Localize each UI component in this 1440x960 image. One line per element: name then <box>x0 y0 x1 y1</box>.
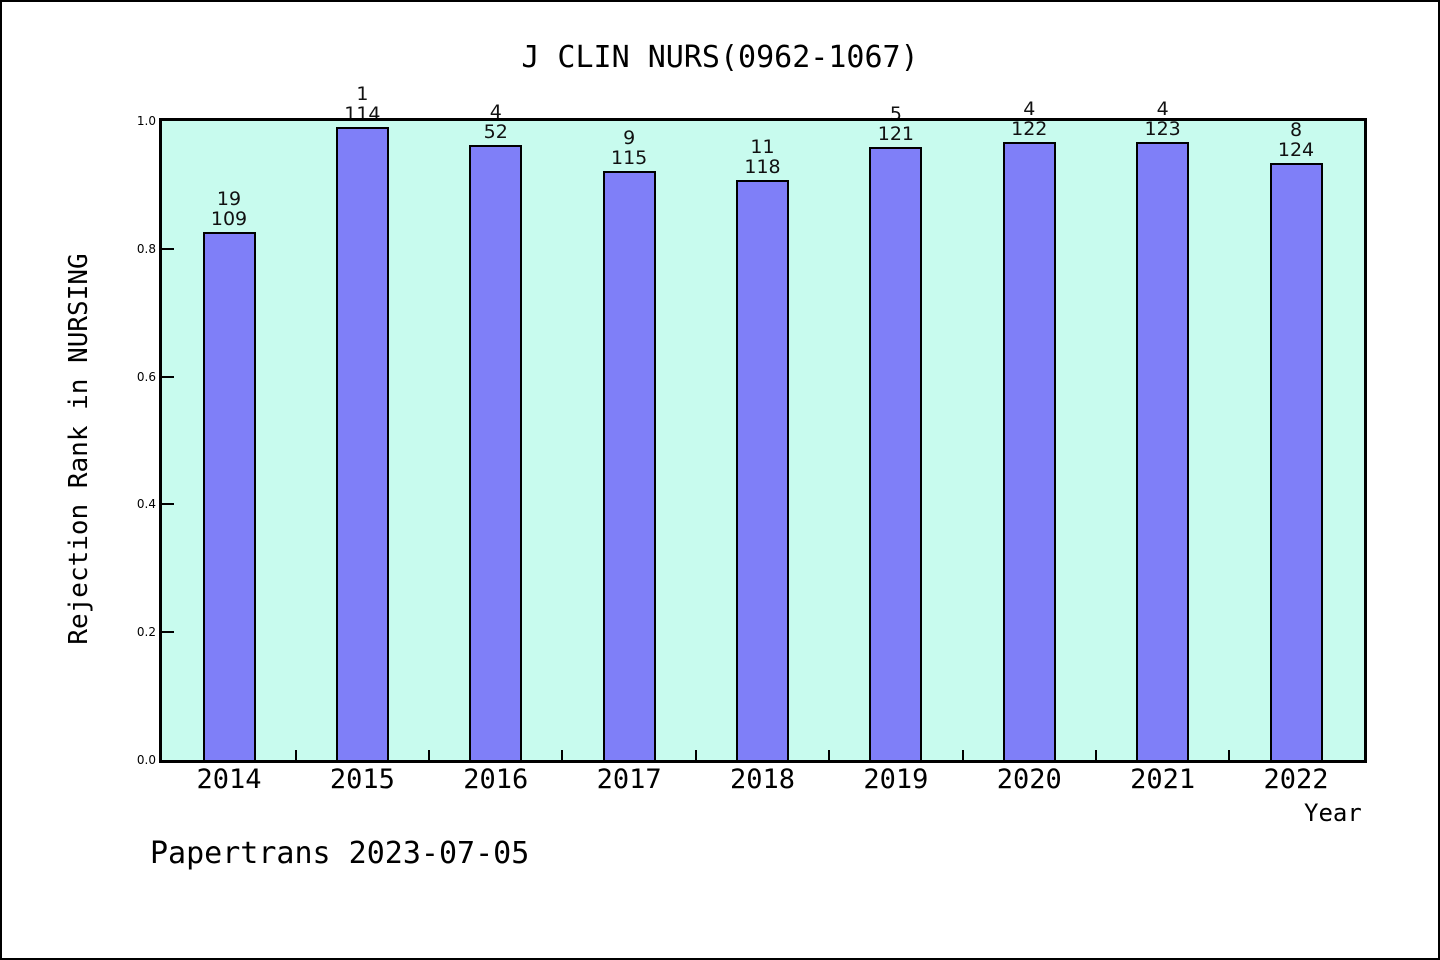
bar-value-label: 19 109 <box>169 189 289 229</box>
bar-label-rank: 9 <box>623 127 636 149</box>
x-tick-label-2017: 2017 <box>596 764 662 795</box>
y-tick-label-0.8: 0.8 <box>136 241 156 256</box>
bar-label-rank: 4 <box>489 101 502 123</box>
bar-label-total: 115 <box>610 147 648 169</box>
bar-2019 <box>869 147 923 760</box>
bar-2014 <box>202 232 256 760</box>
bar-value-label: 4 52 <box>436 102 556 142</box>
x-axis-label: Year <box>1304 799 1362 827</box>
chart-title: J CLIN NURS(0962-1067) <box>521 40 919 75</box>
x-tick-mark <box>694 750 697 760</box>
x-tick-mark <box>561 750 564 760</box>
x-tick-label-2016: 2016 <box>463 764 529 795</box>
x-tick-mark <box>1228 750 1231 760</box>
y-tick-mark <box>162 631 174 634</box>
watermark-caption: Papertrans 2023-07-05 <box>150 836 530 871</box>
bar-label-rank: 1 <box>356 83 369 105</box>
y-tick-mark <box>162 375 174 378</box>
bar-label-total: 123 <box>1144 118 1181 140</box>
y-tick-label-0.2: 0.2 <box>136 625 156 640</box>
bar-label-total: 124 <box>1277 139 1315 161</box>
bar-value-label: 9 115 <box>569 128 689 168</box>
y-tick-label-0.0: 0.0 <box>136 753 156 767</box>
bar-value-label: 1 114 <box>302 84 422 124</box>
bar-2015 <box>335 127 389 760</box>
bar-2018 <box>736 180 789 760</box>
bar-label-rank: 4 <box>1156 98 1169 120</box>
bar-2017 <box>602 171 656 760</box>
x-tick-mark <box>1094 750 1097 760</box>
x-tick-label-2014: 2014 <box>196 764 262 795</box>
bar-value-label: 4 123 <box>1103 99 1223 139</box>
bar-label-total: 122 <box>1011 118 1048 140</box>
bar-2020 <box>1002 142 1056 760</box>
bar-label-total: 118 <box>744 156 781 178</box>
x-tick-label-2019: 2019 <box>863 764 929 795</box>
x-tick-mark <box>961 750 964 760</box>
y-tick-label-1.0: 1.0 <box>136 114 156 128</box>
x-tick-label-2015: 2015 <box>329 764 395 795</box>
bar-label-rank: 19 <box>216 188 242 210</box>
y-axis-label: Rejection Rank in NURSING <box>64 253 94 645</box>
bar-label-total: 114 <box>344 103 381 125</box>
plot-area: 19 109 1 114 4 52 9 115 11 118 5 121 4 122 4 123 8 124 <box>159 84 1367 763</box>
bar-label-total: 52 <box>483 121 508 143</box>
bar-label-total: 121 <box>877 123 914 145</box>
bar-value-label: 8 124 <box>1236 120 1356 160</box>
x-tick-mark <box>294 750 297 760</box>
bar-2022 <box>1269 163 1323 760</box>
y-tick-label-0.4: 0.4 <box>136 497 156 512</box>
bar-value-label: 4 122 <box>969 99 1089 139</box>
y-tick-mark <box>162 247 174 250</box>
x-tick-mark <box>828 750 831 760</box>
bar-2016 <box>469 145 523 760</box>
y-tick-label-0.6: 0.6 <box>136 369 156 384</box>
x-tick-label-2020: 2020 <box>996 764 1062 795</box>
bar-2021 <box>1136 142 1190 760</box>
bar-label-rank: 4 <box>1023 98 1036 120</box>
bar-label-rank: 5 <box>889 103 902 125</box>
bar-label-total: 109 <box>210 208 248 230</box>
x-tick-label-2022: 2022 <box>1263 764 1329 795</box>
bar-label-rank: 8 <box>1289 119 1303 141</box>
x-tick-mark <box>428 750 431 760</box>
bar-value-label: 5 121 <box>836 104 956 144</box>
x-tick-label-2018: 2018 <box>729 764 796 795</box>
x-tick-label-2021: 2021 <box>1130 764 1196 795</box>
bar-value-label: 11 118 <box>703 137 823 177</box>
bar-label-rank: 11 <box>750 136 775 158</box>
y-tick-mark <box>162 503 174 506</box>
